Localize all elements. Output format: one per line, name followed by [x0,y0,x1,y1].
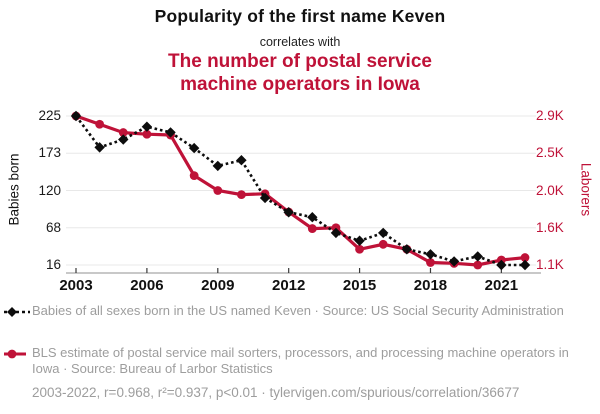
series-keven-marker [472,251,483,262]
series-postal-marker [426,258,435,267]
secondary-title: The number of postal service machine ope… [0,51,600,96]
series-keven-marker [425,249,436,260]
series-postal-marker [237,190,246,200]
series-keven-marker [70,110,82,122]
y-axis-tick-right: 1.1K [536,257,564,272]
y-axis-tick-right: 1.6K [536,219,564,235]
black-diamond-dashed-icon [4,307,30,317]
footer-stats-and-url: 2003-2022, r=0.968, r²=0.937, p<0.01 · t… [32,385,520,400]
series-keven-marker [283,207,294,218]
y-axis-tick-right: 2.0K [536,182,564,198]
series-keven-marker [94,142,105,153]
series-keven-marker [519,259,531,271]
secondary-title-line2: machine operators in Iowa [180,73,420,95]
series-postal-marker [189,171,199,181]
series-postal-marker [307,224,317,233]
y-axis-tick-left: 173 [38,145,61,161]
x-axis-tick-label: 2012 [271,277,306,294]
y-axis-tick-left: 120 [38,182,61,198]
series-postal-marker [520,253,530,262]
series-keven-marker [401,244,413,255]
series-keven-marker [141,121,153,132]
series-keven-marker [236,155,247,166]
series-postal-marker [95,119,105,129]
legend-item-keven: Babies of all sexes born in the US named… [4,303,596,319]
right-axis-title: Laborers [578,162,594,217]
y-axis-tick-left: 16 [45,257,61,272]
left-axis-title: Babies born [6,153,22,226]
y-axis-tick-left: 68 [45,219,61,235]
correlates-with-label: correlates with [259,35,341,49]
page-title: Popularity of the first name Keven [154,6,446,26]
x-axis-tick-label: 2018 [413,277,448,294]
x-axis-tick-label: 2003 [59,277,93,294]
series-keven-marker [330,227,342,239]
legend-item-postal: BLS estimate of postal service mail sort… [4,345,596,376]
series-postal-marker [213,186,223,195]
series-postal-marker [118,128,128,137]
y-axis-tick-right: 2.5K [536,145,564,161]
y-axis-tick-left: 225 [38,108,61,123]
series-keven-marker [165,127,176,138]
series-postal-marker [473,260,483,270]
series-postal-marker [142,129,152,139]
y-axis-tick-right: 2.9K [536,108,564,123]
secondary-title-line1: The number of postal service [168,51,432,72]
series-keven-marker [259,192,271,204]
x-axis-tick-label: 2006 [130,277,164,294]
series-keven-marker [307,212,318,223]
series-keven-marker [378,227,389,239]
series-keven-marker [496,259,507,271]
red-circle-line-icon [4,349,26,359]
series-keven-marker [354,235,365,246]
series-keven-marker [188,142,200,154]
x-axis-tick-label: 2009 [201,277,235,294]
series-keven-marker [212,160,223,172]
series-postal-marker [378,239,388,249]
series-keven-marker [118,134,129,145]
series-keven-marker [448,256,460,267]
series-postal-marker [355,244,364,254]
x-axis-tick-label: 2015 [342,277,377,294]
legend-label-postal: BLS estimate of postal service mail sort… [32,345,569,376]
x-axis-tick-label: 2021 [484,277,519,294]
legend-label-keven: Babies of all sexes born in the US named… [32,303,564,318]
